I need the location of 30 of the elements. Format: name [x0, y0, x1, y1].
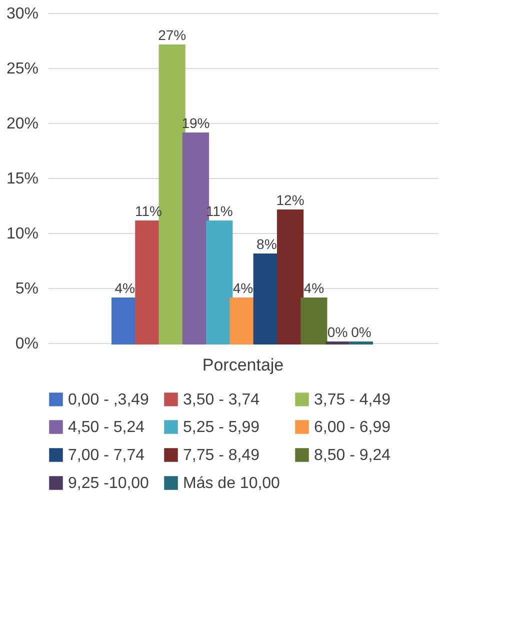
data-label: 12% — [276, 192, 304, 208]
legend-label: 5,25 - 5,99 — [183, 419, 260, 436]
legend-label: 7,00 - 7,74 — [68, 447, 145, 464]
data-label: 27% — [158, 27, 186, 43]
y-tick-label: 10% — [6, 226, 38, 242]
legend-label: 8,50 - 9,24 — [314, 447, 391, 464]
y-tick-label: 5% — [15, 280, 38, 298]
data-label: 4% — [232, 280, 254, 296]
legend-label: 3,75 - 4,49 — [314, 391, 391, 408]
y-tick-label: 15% — [6, 170, 38, 188]
legend-label: 4,50 - 5,24 — [68, 419, 145, 436]
y-tick-label: 25% — [6, 60, 38, 78]
y-tick-label: 20% — [6, 116, 38, 132]
bar — [300, 298, 328, 344]
legend-label: 6,00 - 6,99 — [314, 419, 391, 436]
legend-label: 9,25 -10,00 — [68, 475, 150, 492]
data-label: 0% — [351, 324, 372, 340]
legend-label: 7,75 - 8,49 — [183, 447, 260, 464]
data-label: 0% — [327, 324, 348, 340]
data-label: 4% — [304, 280, 324, 296]
bar — [206, 220, 233, 344]
y-tick-label: 0% — [15, 336, 38, 352]
y-tick-label: 30% — [6, 6, 38, 22]
legend-label: Más de 10,00 — [183, 475, 280, 492]
data-label: 4% — [114, 280, 135, 296]
bar — [276, 210, 304, 344]
legend-label: 3,50 - 3,74 — [183, 391, 260, 408]
x-tick-label: Porcentaje — [202, 356, 284, 374]
data-label: 8% — [256, 236, 277, 252]
legend-label: 0,00 - ,3,49 — [68, 391, 150, 408]
